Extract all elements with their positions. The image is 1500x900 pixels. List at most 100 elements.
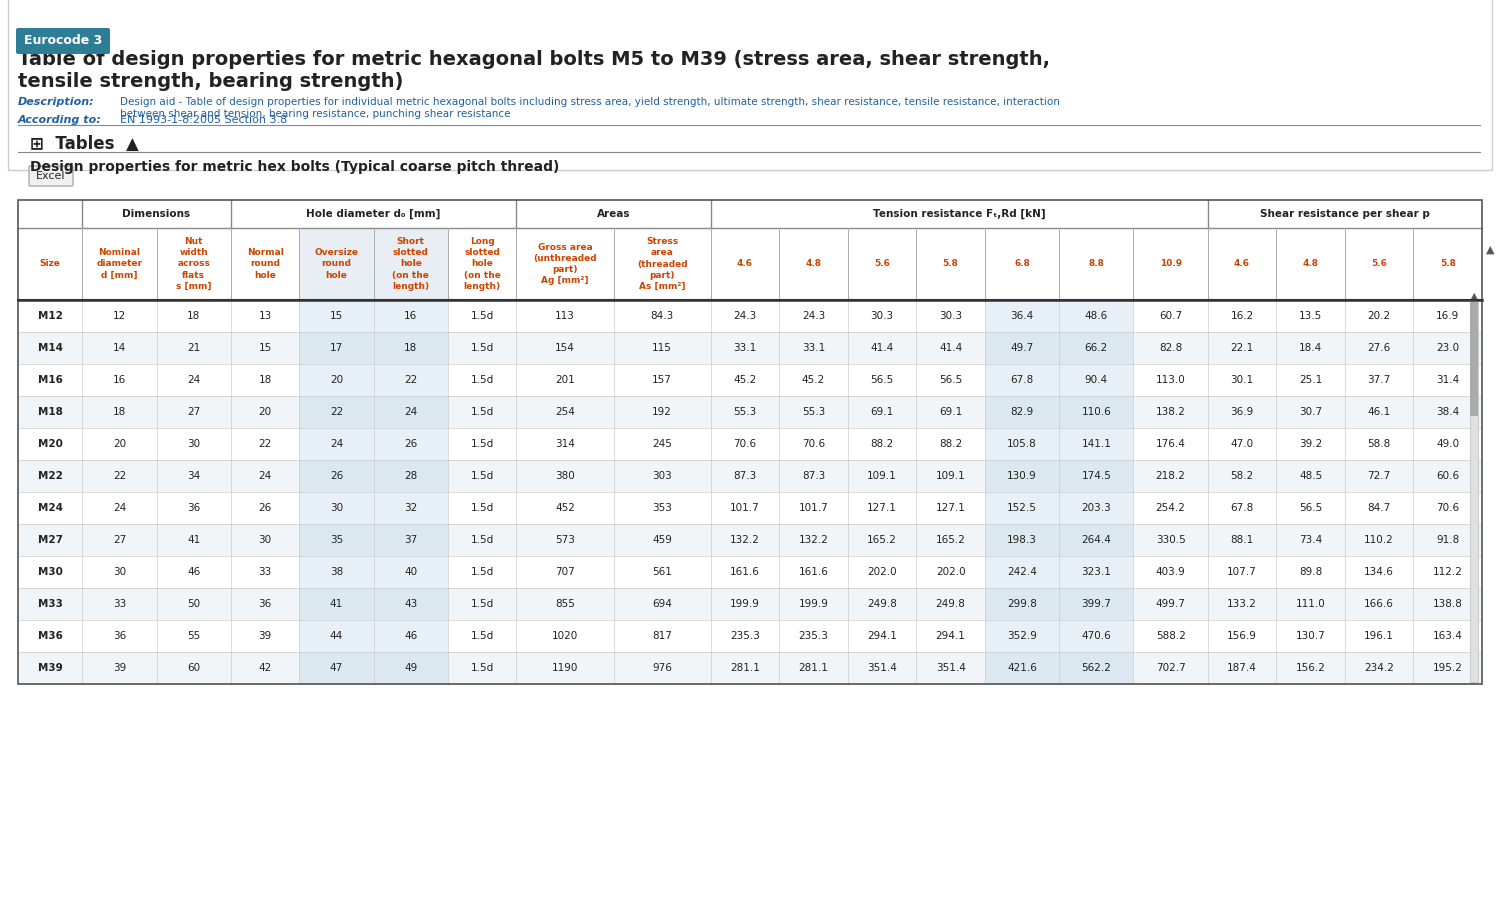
- Bar: [1276, 492, 1346, 524]
- Text: 21: 21: [188, 343, 201, 353]
- Bar: [231, 228, 300, 300]
- Bar: [711, 300, 780, 332]
- Text: 20: 20: [330, 375, 344, 385]
- Bar: [1134, 332, 1208, 364]
- Bar: [1208, 364, 1276, 396]
- Text: 39.2: 39.2: [1299, 439, 1322, 449]
- Text: 22: 22: [112, 471, 126, 481]
- Bar: [916, 428, 986, 460]
- Text: 40: 40: [404, 567, 417, 577]
- Bar: [374, 396, 448, 428]
- Bar: [82, 524, 156, 556]
- Text: 351.4: 351.4: [936, 663, 966, 673]
- Text: 36.4: 36.4: [1011, 311, 1034, 321]
- Bar: [516, 332, 614, 364]
- Text: 707: 707: [555, 567, 574, 577]
- Bar: [1134, 588, 1208, 620]
- Bar: [1346, 332, 1413, 364]
- Text: M36: M36: [38, 631, 63, 641]
- Bar: [516, 364, 614, 396]
- Bar: [1208, 524, 1276, 556]
- Text: 58.8: 58.8: [1368, 439, 1390, 449]
- Bar: [1346, 460, 1413, 492]
- Text: 22: 22: [258, 439, 272, 449]
- Bar: [1208, 588, 1276, 620]
- Text: 39: 39: [112, 663, 126, 673]
- Bar: [1276, 652, 1346, 684]
- Text: 154: 154: [555, 343, 574, 353]
- Bar: [916, 492, 986, 524]
- Bar: [986, 588, 1059, 620]
- Bar: [986, 620, 1059, 652]
- Bar: [374, 300, 448, 332]
- Text: 55.3: 55.3: [734, 407, 756, 417]
- Bar: [1208, 556, 1276, 588]
- Bar: [1208, 492, 1276, 524]
- Bar: [156, 460, 231, 492]
- Text: 18.4: 18.4: [1299, 343, 1322, 353]
- Text: 24.3: 24.3: [734, 311, 756, 321]
- Text: M39: M39: [38, 663, 63, 673]
- Text: 55: 55: [188, 631, 201, 641]
- Text: 56.5: 56.5: [870, 375, 894, 385]
- Text: 109.1: 109.1: [936, 471, 966, 481]
- Text: 31.4: 31.4: [1436, 375, 1460, 385]
- Bar: [1276, 428, 1346, 460]
- Text: 138.8: 138.8: [1432, 599, 1462, 609]
- Text: 49: 49: [404, 663, 417, 673]
- Bar: [847, 364, 916, 396]
- Text: 562.2: 562.2: [1082, 663, 1112, 673]
- Text: 16: 16: [112, 375, 126, 385]
- Bar: [1413, 620, 1482, 652]
- Text: 176.4: 176.4: [1155, 439, 1185, 449]
- Text: 58.2: 58.2: [1230, 471, 1254, 481]
- Text: 1190: 1190: [552, 663, 578, 673]
- Text: According to:: According to:: [18, 115, 102, 125]
- Text: M24: M24: [38, 503, 63, 513]
- Bar: [300, 460, 374, 492]
- Bar: [448, 364, 516, 396]
- Text: 20: 20: [258, 407, 272, 417]
- Bar: [231, 428, 300, 460]
- Text: 60.7: 60.7: [1160, 311, 1182, 321]
- Bar: [614, 588, 711, 620]
- Bar: [1413, 492, 1482, 524]
- Text: 499.7: 499.7: [1155, 599, 1185, 609]
- Text: 41.4: 41.4: [939, 343, 963, 353]
- Bar: [448, 588, 516, 620]
- Bar: [1208, 332, 1276, 364]
- Text: M22: M22: [38, 471, 63, 481]
- Text: 70.6: 70.6: [1436, 503, 1460, 513]
- Bar: [448, 620, 516, 652]
- Bar: [1134, 228, 1208, 300]
- Text: 107.7: 107.7: [1227, 567, 1257, 577]
- Bar: [156, 492, 231, 524]
- Bar: [614, 364, 711, 396]
- Bar: [374, 364, 448, 396]
- Text: 41: 41: [330, 599, 344, 609]
- Text: 23.0: 23.0: [1436, 343, 1460, 353]
- Text: 45.2: 45.2: [734, 375, 756, 385]
- Text: Tension resistance Fₜ,Rd [kN]: Tension resistance Fₜ,Rd [kN]: [873, 209, 1046, 219]
- Text: 41: 41: [188, 535, 201, 545]
- Bar: [1276, 332, 1346, 364]
- Bar: [1413, 332, 1482, 364]
- Bar: [18, 300, 82, 332]
- Text: Design aid - Table of design properties for individual metric hexagonal bolts in: Design aid - Table of design properties …: [120, 97, 1060, 119]
- Text: 56.5: 56.5: [1299, 503, 1322, 513]
- Bar: [780, 364, 847, 396]
- Text: 90.4: 90.4: [1084, 375, 1108, 385]
- Bar: [82, 200, 231, 228]
- Text: 588.2: 588.2: [1155, 631, 1185, 641]
- Bar: [916, 364, 986, 396]
- Bar: [847, 620, 916, 652]
- Text: 1.5d: 1.5d: [471, 631, 494, 641]
- Text: 44: 44: [330, 631, 344, 641]
- Text: 22: 22: [330, 407, 344, 417]
- Text: 18: 18: [188, 311, 201, 321]
- Bar: [1276, 588, 1346, 620]
- Text: 1.5d: 1.5d: [471, 343, 494, 353]
- Bar: [300, 396, 374, 428]
- Text: 353: 353: [652, 503, 672, 513]
- Text: 88.1: 88.1: [1230, 535, 1254, 545]
